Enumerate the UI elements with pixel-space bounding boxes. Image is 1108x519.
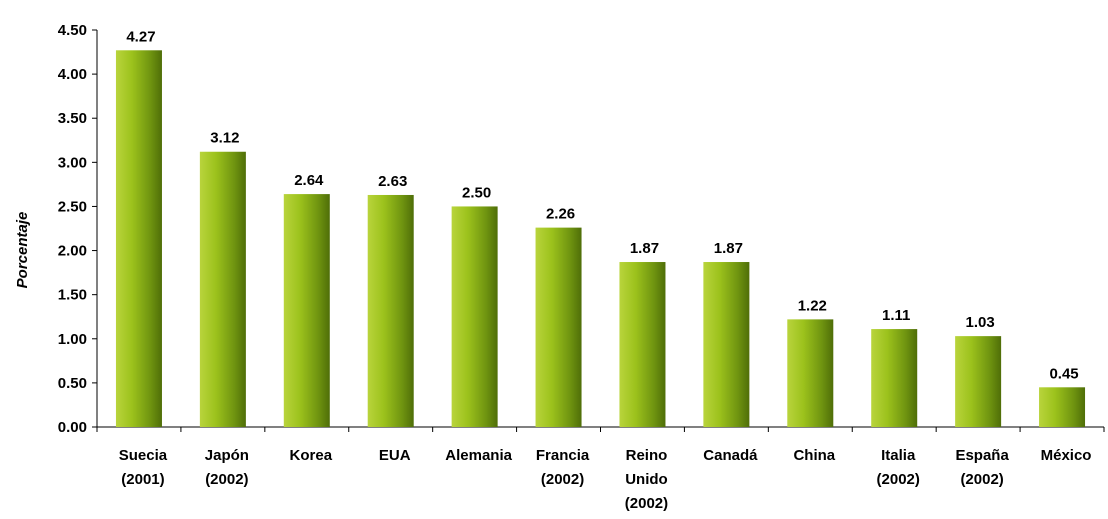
x-tick-label-line: España (955, 447, 1009, 464)
x-tick-label-line: Korea (290, 447, 333, 464)
x-tick-label: Francia (2002) (536, 447, 590, 488)
x-tick-label: Alemania (445, 447, 512, 464)
y-tick-label: 4.00 (58, 66, 87, 83)
y-tick-label: 2.50 (58, 198, 87, 215)
x-tick-label-line: Alemania (445, 447, 512, 464)
x-tick-label: Reino Unido (2002) (625, 447, 668, 512)
x-tick-label: México (1041, 447, 1092, 464)
axes: 0.00 0.50 1.00 1.50 2.00 2.50 3.00 3.50 4.00 4.50… (58, 22, 1105, 512)
bar (367, 194, 414, 427)
x-tick-label: Canadá (703, 447, 758, 464)
data-label: 1.03 (966, 314, 995, 331)
data-label: 3.12 (210, 130, 239, 147)
bar (871, 329, 918, 427)
x-tick-label-line: (2002) (541, 471, 584, 488)
x-tick-label: Italia (2002) (877, 447, 920, 488)
data-label: 2.26 (546, 206, 575, 223)
x-tick-label-line: Japón (205, 447, 249, 464)
bar (955, 336, 1002, 427)
x-tick-label: Japón (2002) (205, 447, 249, 488)
bar (115, 50, 162, 428)
x-tick-label-line: (2001) (121, 471, 164, 488)
x-tick-label-line: México (1041, 447, 1092, 464)
y-tick-label: 4.50 (58, 22, 87, 39)
bar (619, 262, 666, 427)
x-tick-label: China (793, 447, 835, 464)
x-tick-label-line: Francia (536, 447, 590, 464)
data-label: 2.63 (378, 173, 407, 190)
y-tick-label: 3.50 (58, 110, 87, 127)
data-label: 2.50 (462, 184, 491, 201)
bar (1039, 387, 1086, 427)
x-tick-label-line: (2002) (625, 495, 668, 512)
x-tick-label-line: (2002) (960, 471, 1003, 488)
y-tick-label: 1.50 (58, 287, 87, 304)
y-tick-label: 0.00 (58, 419, 87, 436)
x-tick-label-line: Suecia (119, 447, 168, 464)
data-label: 1.22 (798, 297, 827, 314)
x-tick-label-line: China (793, 447, 835, 464)
x-tick-label-line: EUA (379, 447, 411, 464)
y-tick-label: 0.50 (58, 375, 87, 392)
y-tick-label: 2.00 (58, 243, 87, 260)
bar (703, 262, 750, 427)
x-tick-label-line: Unido (625, 471, 668, 488)
data-label: 1.11 (882, 307, 910, 324)
bar (535, 227, 582, 427)
data-label: 1.87 (630, 240, 659, 257)
data-label: 0.45 (1049, 365, 1078, 382)
x-tick-label: Suecia (2001) (119, 447, 168, 488)
data-label: 4.27 (126, 28, 155, 45)
x-tick-label-line: Reino (626, 447, 668, 464)
y-axis-label: Porcentaje (14, 212, 31, 289)
bar (451, 206, 498, 427)
bar (283, 194, 330, 427)
y-tick-label: 1.00 (58, 331, 87, 348)
x-tick-label: EUA (379, 447, 411, 464)
x-tick-label-line: Italia (881, 447, 916, 464)
bar (787, 319, 834, 427)
x-tick-label: España (2002) (955, 447, 1009, 488)
x-tick-label: Korea (290, 447, 333, 464)
data-label: 1.87 (714, 240, 743, 257)
data-label: 2.64 (294, 172, 324, 189)
y-tick-label: 3.00 (58, 154, 87, 171)
x-tick-label-line: Canadá (703, 447, 758, 464)
bar (199, 151, 246, 427)
x-tick-label-line: (2002) (205, 471, 248, 488)
bars: 4.27 3.12 2.64 2.63 2.50 2.26 1.87 1.87 1.22 1.11… (115, 28, 1086, 428)
x-tick-label-line: (2002) (877, 471, 920, 488)
